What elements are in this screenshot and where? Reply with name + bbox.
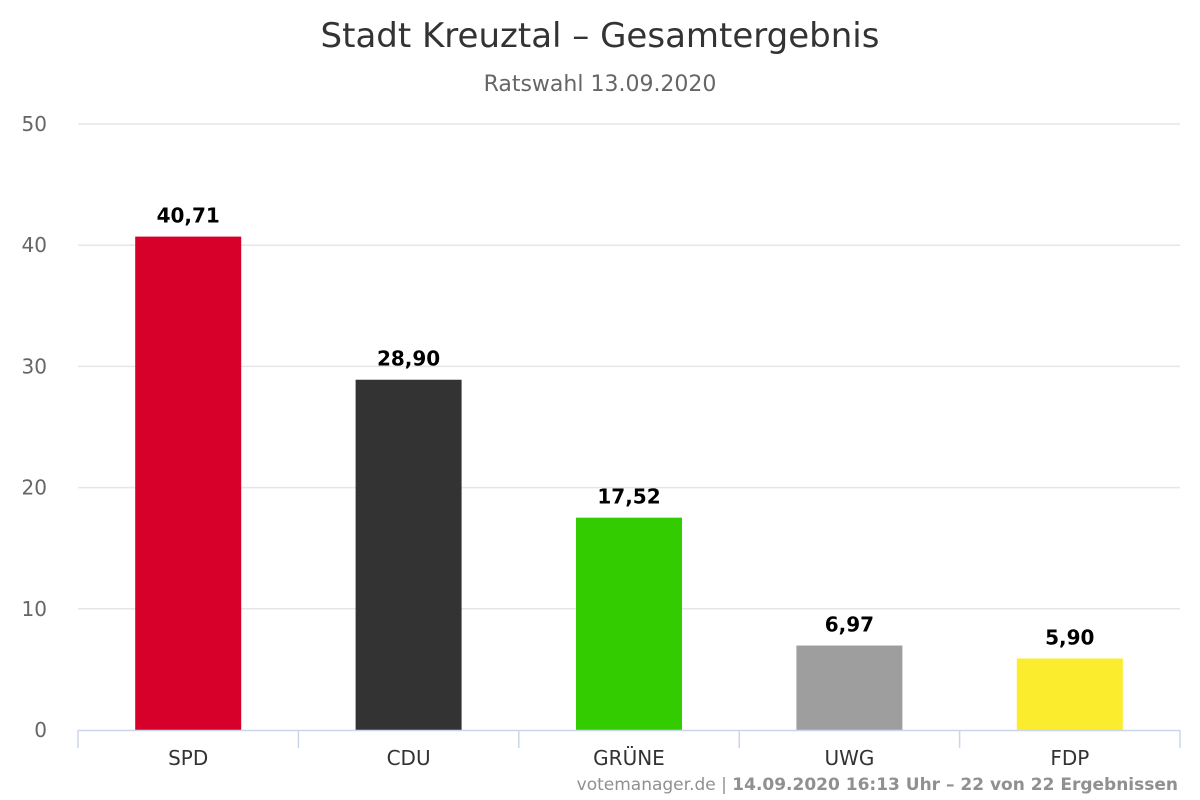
x-category-label-cdu: CDU [387, 746, 431, 770]
x-category-label-spd: SPD [168, 746, 208, 770]
x-axis: SPD CDU GRÜNE UWG FDP [77, 729, 1181, 770]
chart-title: Stadt Kreuztal – Gesamtergebnis [321, 16, 880, 56]
y-axis-tick-labels: 0 10 20 30 40 50 [22, 112, 47, 742]
y-tick-label-50: 50 [22, 112, 47, 136]
data-label-gr-ne: 17,52 [597, 485, 660, 509]
bar-cdu[interactable] [355, 379, 462, 730]
credits-source[interactable]: votemanager.de [577, 775, 716, 795]
bar-spd[interactable] [135, 236, 242, 731]
data-label-uwg: 6,97 [825, 613, 874, 637]
y-tick-label-40: 40 [22, 233, 47, 257]
x-category-label-gr-ne: GRÜNE [593, 746, 665, 770]
y-tick-label-30: 30 [22, 354, 47, 378]
data-labels: 40,71 28,90 17,52 6,97 5,90 [157, 204, 1095, 650]
bars [135, 236, 1123, 731]
bar-fdp[interactable] [1016, 658, 1123, 730]
bar-gr-ne[interactable] [576, 517, 682, 730]
data-label-cdu: 28,90 [377, 347, 440, 371]
x-category-label-uwg: UWG [824, 746, 874, 770]
y-tick-label-10: 10 [22, 597, 47, 621]
bar-uwg[interactable] [796, 645, 903, 730]
gridlines [78, 123, 1180, 610]
credits-text[interactable]: votemanager.de | 14.09.2020 16:13 Uhr – … [577, 775, 1178, 795]
credits-separator: | [716, 775, 733, 795]
data-label-spd: 40,71 [157, 204, 220, 228]
x-category-label-fdp: FDP [1050, 746, 1089, 770]
data-label-fdp: 5,90 [1045, 625, 1094, 649]
credits-info: 14.09.2020 16:13 Uhr – 22 von 22 Ergebni… [732, 775, 1178, 795]
chart-subtitle: Ratswahl 13.09.2020 [484, 72, 717, 97]
y-tick-label-20: 20 [22, 476, 47, 500]
y-tick-label-0: 0 [34, 718, 47, 742]
